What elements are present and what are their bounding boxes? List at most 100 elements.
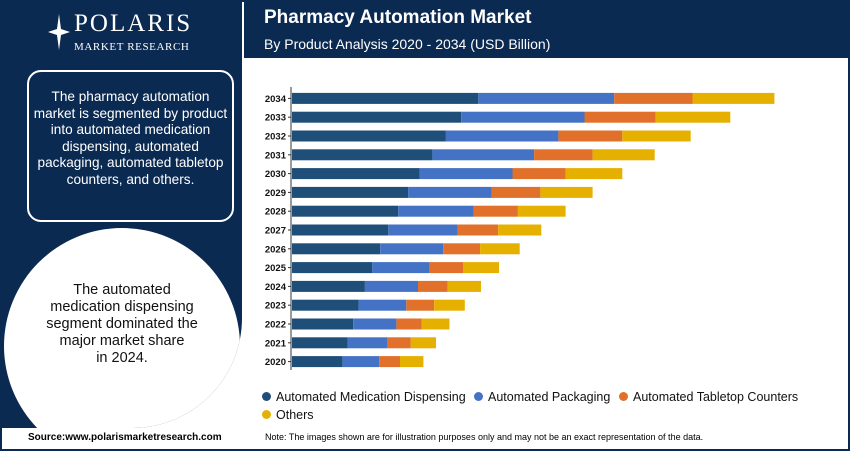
y-tick-label: 2028: [265, 207, 286, 218]
bar-segment: [429, 262, 463, 274]
bar-segment: [292, 130, 446, 142]
bar-segment: [292, 337, 348, 349]
legend-label: Others: [276, 408, 314, 422]
bar-segment: [478, 92, 615, 104]
y-tick-label: 2029: [265, 188, 286, 199]
bar-segment: [584, 111, 656, 123]
legend-item: Others: [262, 408, 314, 422]
bar-segment: [419, 168, 513, 180]
y-tick-label: 2021: [265, 338, 287, 349]
bar-segment: [400, 356, 424, 368]
bar-segment: [292, 243, 381, 255]
y-tick-label: 2025: [265, 263, 287, 274]
share-text-line: The automated: [73, 282, 171, 298]
bar-segment: [292, 168, 420, 180]
bar-segment: [534, 149, 593, 161]
legend-swatch: [262, 410, 271, 420]
legend-label: Automated Packaging: [488, 390, 611, 404]
bar-segment: [372, 262, 430, 274]
chart-subtitle: By Product Analysis 2020 - 2034 (USD Bil…: [264, 36, 551, 52]
bar-segment: [292, 318, 354, 330]
source-credit: Source:www.polarismarketresearch.com: [28, 432, 222, 443]
legend-item: Automated Packaging: [474, 390, 610, 404]
bar-segment: [342, 356, 380, 368]
y-tick-label: 2026: [265, 244, 286, 255]
y-tick-label: 2034: [265, 94, 287, 105]
legend-label: Automated Medication Dispensing: [276, 390, 466, 404]
bar-segment: [387, 337, 411, 349]
bar-segment: [406, 299, 435, 311]
chart-title: Pharmacy Automation Market: [264, 7, 532, 28]
bar-segment: [292, 224, 389, 236]
legend-swatch: [474, 392, 483, 402]
bar-segment: [498, 224, 542, 236]
share-text-line: major market share: [59, 333, 185, 349]
bar-segment: [434, 299, 465, 311]
disclaimer-note: Note: The images shown are for illustrat…: [265, 432, 704, 442]
polaris-logo: POLARIS MARKET RESEARCH: [2, 8, 242, 58]
logo-tagline: MARKET RESEARCH: [74, 41, 190, 53]
bar-segment: [622, 130, 691, 142]
bar-segment: [491, 186, 541, 198]
segmentation-summary: The pharmacy automation market is segmen…: [27, 70, 234, 222]
bar-segment: [353, 318, 397, 330]
bar-segment: [473, 205, 518, 217]
polaris-star-icon: [48, 14, 70, 50]
bar-segment: [347, 337, 388, 349]
legend-item: Automated Medication Dispensing: [262, 390, 466, 404]
bar-segment: [592, 149, 655, 161]
legend-swatch: [262, 392, 271, 402]
y-tick-label: 2020: [265, 357, 286, 368]
y-tick-label: 2022: [265, 320, 286, 331]
bar-segment: [692, 92, 775, 104]
bar-segment: [364, 280, 418, 292]
bar-segment: [480, 243, 520, 255]
bar-segment: [457, 224, 499, 236]
y-tick-label: 2023: [265, 301, 286, 312]
bar-segment: [292, 186, 409, 198]
bar-segment: [447, 280, 481, 292]
bar-segment: [358, 299, 407, 311]
y-tick-label: 2027: [265, 226, 286, 237]
bar-segment: [380, 243, 444, 255]
logo-name: POLARIS: [74, 10, 193, 37]
legend-swatch: [619, 392, 628, 402]
bar-segment: [614, 92, 693, 104]
y-tick-label: 2033: [265, 113, 286, 124]
y-tick-label: 2031: [265, 150, 287, 161]
bar-segment: [292, 111, 462, 123]
bar-segment: [432, 149, 535, 161]
share-text-line: medication dispensing: [50, 299, 194, 315]
bar-segment: [410, 337, 436, 349]
bar-segment: [379, 356, 400, 368]
share-text-line: in 2024.: [96, 350, 148, 366]
bar-segment: [292, 262, 373, 274]
legend-item: Automated Tabletop Counters: [619, 390, 798, 404]
y-tick-label: 2030: [265, 169, 286, 180]
bar-segment: [463, 262, 499, 274]
bar-segment: [461, 111, 585, 123]
bar-segment: [421, 318, 450, 330]
bar-segment: [398, 205, 474, 217]
y-tick-label: 2032: [265, 132, 286, 143]
share-text-line: segment dominated the: [46, 316, 198, 332]
bar-segment: [396, 318, 422, 330]
bar-segment: [558, 130, 623, 142]
bar-segment: [292, 205, 399, 217]
chart-legend: Automated Medication Dispensing Automated…: [262, 390, 842, 426]
bar-segment: [517, 205, 566, 217]
bar-segment: [388, 224, 458, 236]
bar-segment: [292, 92, 479, 104]
bar-segment: [565, 168, 623, 180]
stacked-bar-chart: 2034 2033 2032 2031 2030 2029 2028 2027 2026 2025…: [265, 87, 775, 370]
bar-segment: [292, 356, 343, 368]
chart-header: Pharmacy Automation Market By Product An…: [244, 2, 848, 58]
market-share-callout: The automated medication dispensing segm…: [4, 228, 240, 428]
y-tick-label: 2024: [265, 282, 287, 293]
bar-segment: [418, 280, 448, 292]
bar-segment: [512, 168, 566, 180]
bar-segment: [655, 111, 731, 123]
legend-label: Automated Tabletop Counters: [633, 390, 799, 404]
bar-segment: [540, 186, 593, 198]
